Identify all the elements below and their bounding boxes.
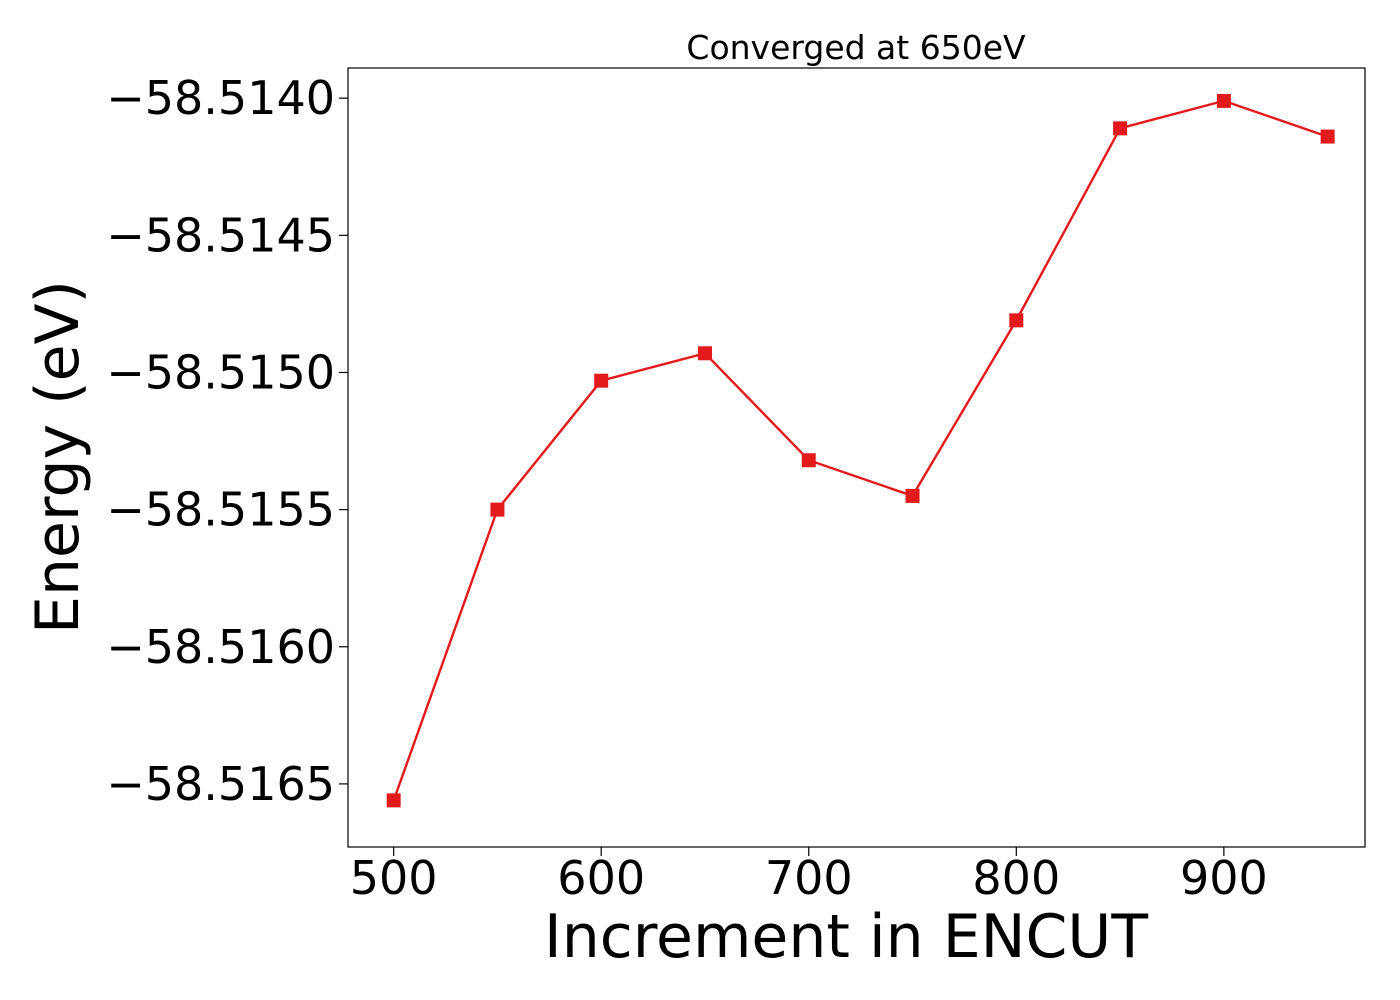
data-point: [386, 793, 401, 808]
data-point: [490, 502, 505, 517]
plot-frame: [347, 67, 1366, 848]
x-tick-label: 700: [765, 851, 853, 905]
x-tick-label: 900: [1180, 851, 1268, 905]
data-point: [905, 488, 920, 503]
data-point: [697, 346, 712, 361]
series-line: [392, 99, 1328, 801]
data-point: [1320, 129, 1335, 144]
x-tick-label: 500: [350, 851, 438, 905]
x-axis: 500 600 700 800 900: [350, 847, 1268, 905]
y-tick-label: −58.5155: [106, 483, 335, 537]
data-point: [801, 453, 816, 468]
data-point: [594, 373, 609, 388]
data-point: [1009, 313, 1024, 328]
x-tick-label: 600: [557, 851, 645, 905]
y-tick-label: −58.5165: [106, 757, 335, 811]
x-axis-title: Increment in ENCUT: [544, 902, 1148, 972]
y-tick-label: −58.5150: [106, 345, 335, 399]
data-point: [1216, 93, 1231, 108]
y-axis-title: Energy (eV): [23, 280, 93, 634]
y-tick-label: −58.5160: [106, 620, 335, 674]
y-axis: −58.5140 −58.5145 −58.5150 −58.5155 −58.5160…: [106, 71, 348, 811]
chart-title: Converged at 650eV: [686, 28, 1026, 67]
data-point: [1113, 121, 1128, 136]
y-tick-label: −58.5145: [106, 208, 335, 262]
x-tick-label: 800: [972, 851, 1060, 905]
series-layer: [386, 93, 1335, 808]
y-tick-label: −58.5140: [106, 71, 335, 125]
